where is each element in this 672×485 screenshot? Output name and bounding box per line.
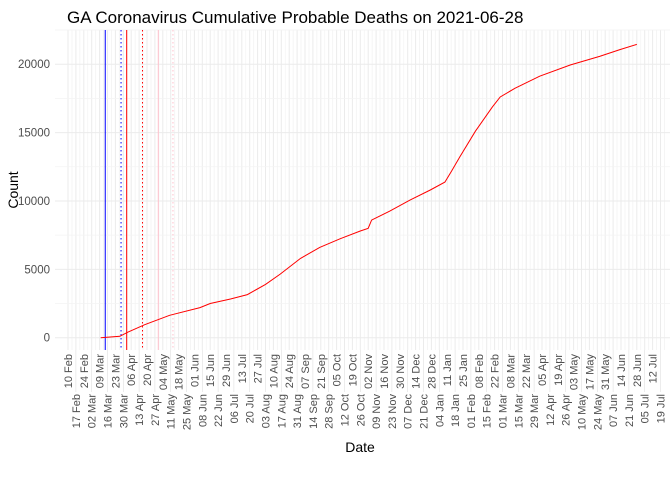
x-tick-label: 06 Jul: [229, 394, 241, 423]
y-tick-label: 10000: [18, 196, 50, 208]
x-tick-label: 13 Jul: [237, 354, 249, 383]
x-tick-label: 19 Jul: [656, 394, 668, 423]
x-tick-label: 12 Jul: [648, 354, 660, 383]
x-tick-label: 21 Sep: [316, 354, 328, 389]
x-tick-label: 20 Apr: [142, 354, 154, 386]
x-tick-label: 20 Jul: [245, 394, 257, 423]
x-tick-label: 07 Sep: [300, 354, 312, 389]
x-tick-label: 27 Jul: [253, 354, 265, 383]
x-tick-label: 23 Nov: [387, 394, 399, 429]
x-tick-label: 28 Sep: [324, 394, 336, 429]
x-tick-label: 17 Aug: [276, 394, 288, 428]
x-tick-label: 10 Feb: [63, 354, 75, 388]
y-axis-ticks: 0 5000 10000 15000 20000: [18, 59, 50, 345]
x-tick-label: 05 Apr: [537, 354, 549, 386]
x-tick-label: 04 Jan: [434, 394, 446, 427]
x-tick-label: 17 Feb: [71, 394, 83, 428]
x-axis-ticks: 10 Feb 17 Feb 24 Feb 02 Mar 09 Mar 16 Mar 23 M…: [63, 350, 668, 430]
y-axis-label: Count: [5, 171, 21, 208]
x-tick-label: 12 Apr: [545, 394, 557, 426]
x-tick-label: 18 May: [174, 354, 186, 391]
x-tick-label: 12 Oct: [340, 394, 352, 426]
chart-title: GA Coronavirus Cumulative Probable Death…: [67, 8, 523, 27]
x-tick-label: 22 Mar: [521, 354, 533, 389]
x-tick-label: 08 Mar: [505, 354, 517, 389]
x-tick-label: 16 Mar: [103, 394, 115, 429]
y-tick-label: 20000: [18, 59, 50, 71]
x-tick-label: 05 Oct: [332, 354, 344, 386]
series: [101, 44, 637, 337]
x-tick-label: 03 May: [569, 354, 581, 391]
x-tick-label: 21 Dec: [419, 394, 431, 429]
x-tick-label: 11 Jan: [442, 354, 454, 386]
x-tick-label: 28 Jun: [632, 354, 644, 387]
y-tick-label: 15000: [18, 128, 50, 140]
x-axis-label: Date: [345, 439, 375, 455]
x-tick-label: 19 Oct: [347, 354, 359, 386]
x-tick-label: 27 Apr: [150, 394, 162, 426]
x-tick-label: 06 Apr: [126, 354, 138, 386]
x-tick-label: 30 Mar: [118, 394, 130, 429]
x-tick-label: 28 Dec: [426, 354, 438, 389]
x-tick-label: 15 Jun: [205, 354, 217, 387]
x-tick-label: 16 Nov: [379, 354, 391, 389]
x-tick-label: 24 Feb: [79, 354, 91, 388]
x-tick-label: 17 May: [584, 354, 596, 391]
x-tick-label: 03 Aug: [261, 394, 273, 428]
x-tick-label: 25 May: [182, 394, 194, 431]
x-tick-label: 08 Jun: [197, 394, 209, 427]
x-tick-label: 04 May: [158, 354, 170, 391]
x-tick-label: 18 Jan: [450, 394, 462, 427]
x-tick-label: 25 Jan: [458, 354, 470, 387]
x-tick-label: 10 May: [577, 394, 589, 431]
x-tick-label: 31 Aug: [292, 394, 304, 428]
x-tick-label: 14 Dec: [411, 354, 423, 389]
x-tick-label: 09 Nov: [371, 394, 383, 429]
x-tick-label: 24 May: [592, 394, 604, 431]
x-tick-label: 02 Nov: [363, 354, 375, 389]
x-tick-label: 14 Sep: [308, 394, 320, 429]
x-tick-label: 01 Feb: [466, 394, 478, 428]
series-line: [101, 44, 637, 337]
x-tick-label: 07 Jun: [608, 394, 620, 427]
x-tick-label: 01 Mar: [498, 394, 510, 429]
x-tick-label: 07 Dec: [403, 394, 415, 429]
x-tick-label: 13 Apr: [134, 394, 146, 426]
x-tick-label: 31 May: [600, 354, 612, 391]
x-tick-label: 01 Jun: [189, 354, 201, 387]
x-tick-label: 30 Nov: [395, 354, 407, 389]
x-tick-label: 11 May: [166, 394, 178, 430]
x-tick-label: 29 Jun: [221, 354, 233, 387]
x-tick-label: 08 Feb: [474, 354, 486, 388]
x-tick-label: 15 Mar: [513, 394, 525, 429]
x-tick-label: 22 Feb: [490, 354, 502, 388]
grid: [55, 30, 670, 350]
x-tick-label: 19 Apr: [553, 354, 565, 386]
x-tick-label: 26 Apr: [561, 394, 573, 426]
x-tick-label: 21 Jun: [624, 394, 636, 427]
x-tick-label: 29 Mar: [529, 394, 541, 429]
y-tick-label: 0: [44, 333, 50, 345]
y-tick-label: 5000: [24, 264, 50, 276]
x-tick-label: 15 Feb: [482, 394, 494, 428]
x-tick-label: 24 Aug: [284, 354, 296, 388]
x-tick-label: 22 Jun: [213, 394, 225, 427]
x-tick-label: 02 Mar: [87, 394, 99, 429]
x-tick-label: 10 Aug: [268, 354, 280, 388]
x-tick-label: 09 Mar: [95, 354, 107, 389]
x-tick-label: 05 Jul: [640, 394, 652, 423]
x-tick-label: 23 Mar: [110, 354, 122, 389]
x-tick-label: 26 Oct: [355, 394, 367, 426]
x-tick-label: 14 Jun: [616, 354, 628, 387]
